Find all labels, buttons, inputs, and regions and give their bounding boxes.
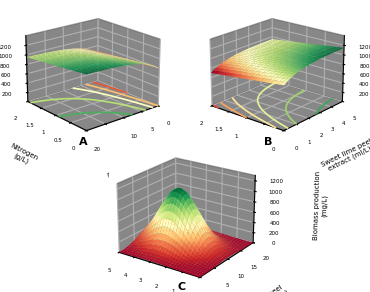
Y-axis label: Banana peel
extract (ml/L): Banana peel extract (ml/L) xyxy=(242,283,289,292)
Y-axis label: Nitrogen
(g/L): Nitrogen (g/L) xyxy=(6,143,39,168)
Y-axis label: Sweet lime peel
extract (ml/L): Sweet lime peel extract (ml/L) xyxy=(320,138,370,174)
Text: C: C xyxy=(177,282,185,292)
X-axis label: Banana peel extract (ml/L): Banana peel extract (ml/L) xyxy=(107,142,198,179)
Text: A: A xyxy=(79,137,88,147)
X-axis label: Nitrogen
(g/L): Nitrogen (g/L) xyxy=(201,150,234,172)
Text: B: B xyxy=(264,137,272,147)
